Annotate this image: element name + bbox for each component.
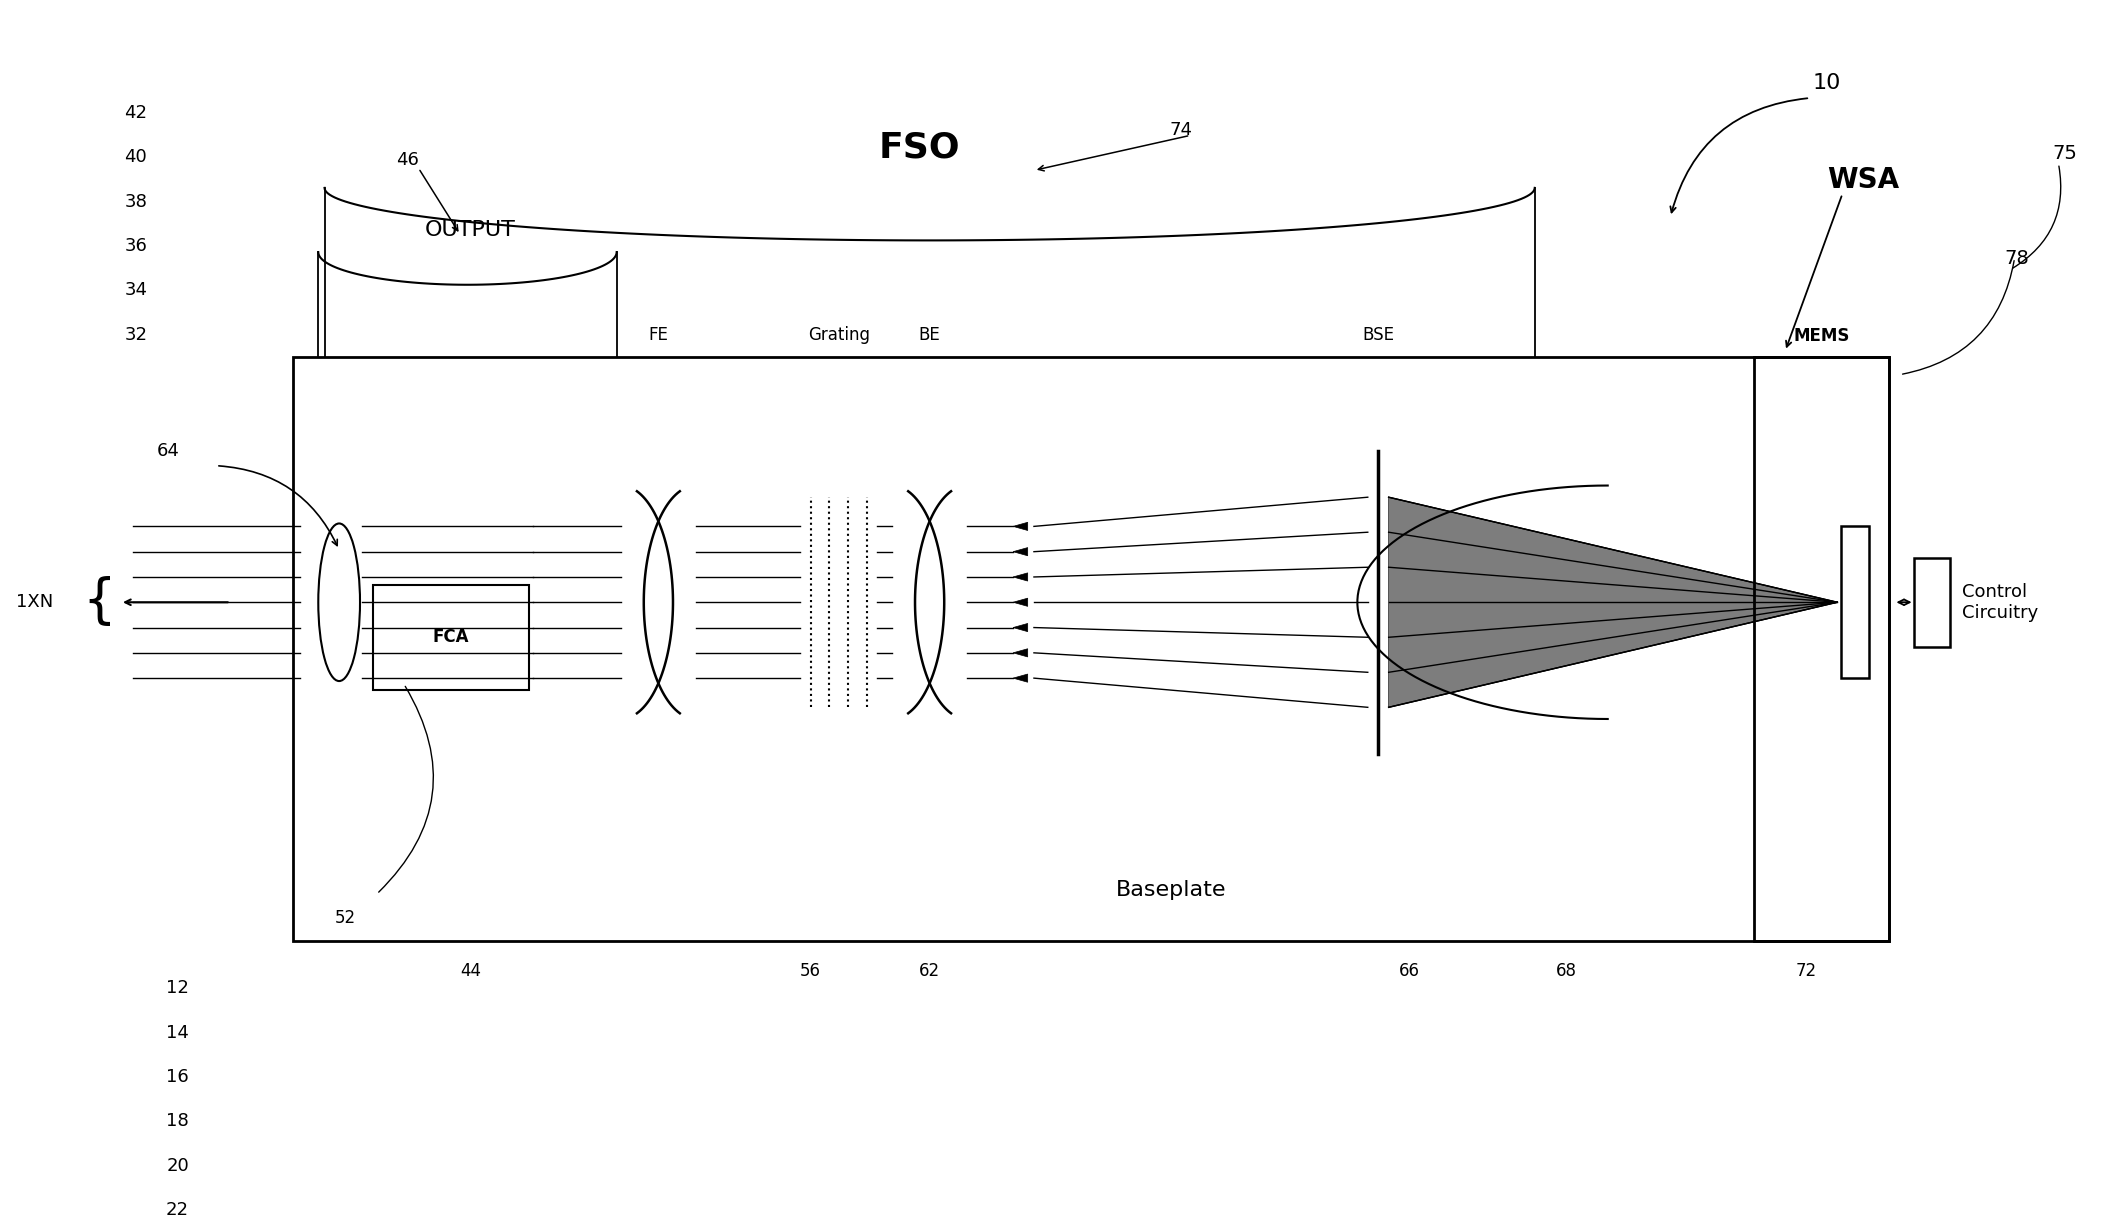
Text: Control
Circuitry: Control Circuitry [1962,583,2038,621]
Text: 56: 56 [800,962,821,979]
Text: 74: 74 [1170,122,1194,139]
Text: 32: 32 [124,325,147,343]
Text: 10: 10 [1812,73,1842,93]
Text: 40: 40 [124,149,147,166]
Text: 36: 36 [124,238,147,255]
Text: OUTPUT: OUTPUT [425,220,516,240]
Text: FCA: FCA [432,628,469,647]
Text: BE: BE [918,325,941,343]
Text: BSE: BSE [1362,325,1394,343]
Text: 16: 16 [166,1068,189,1086]
Text: 72: 72 [1796,962,1817,979]
Text: 68: 68 [1556,962,1577,979]
Text: 18: 18 [166,1112,189,1130]
Polygon shape [1013,649,1027,657]
Polygon shape [1013,624,1027,632]
Text: FSO: FSO [878,130,960,164]
Polygon shape [1013,674,1027,682]
Text: 78: 78 [2004,248,2029,268]
Text: 1XN: 1XN [17,593,53,611]
Text: FE: FE [648,325,667,343]
Text: WSA: WSA [1827,166,1899,194]
Text: 64: 64 [156,442,179,460]
Text: 14: 14 [166,1023,189,1041]
Text: {: { [82,576,116,628]
Text: 44: 44 [461,962,482,979]
Text: 75: 75 [2052,144,2078,163]
Text: MEMS: MEMS [1793,328,1850,346]
Text: 22: 22 [166,1201,189,1218]
Bar [1842,526,1869,678]
Bar [1913,558,1949,647]
Text: 42: 42 [124,104,147,122]
Text: 62: 62 [920,962,941,979]
Text: 66: 66 [1400,962,1421,979]
Text: 38: 38 [124,192,147,211]
Bar [293,357,1890,940]
Polygon shape [1013,523,1027,531]
Bar [373,585,528,689]
Text: 46: 46 [396,151,419,168]
Text: 12: 12 [166,979,189,998]
Text: Baseplate: Baseplate [1116,879,1227,900]
Polygon shape [1013,598,1027,607]
Polygon shape [1389,497,1838,708]
Text: 52: 52 [335,910,356,927]
Text: 20: 20 [166,1157,189,1174]
Text: Grating: Grating [808,325,869,343]
Bar [1753,357,1890,940]
Polygon shape [1013,548,1027,555]
Polygon shape [1013,572,1027,581]
Text: 34: 34 [124,281,147,300]
